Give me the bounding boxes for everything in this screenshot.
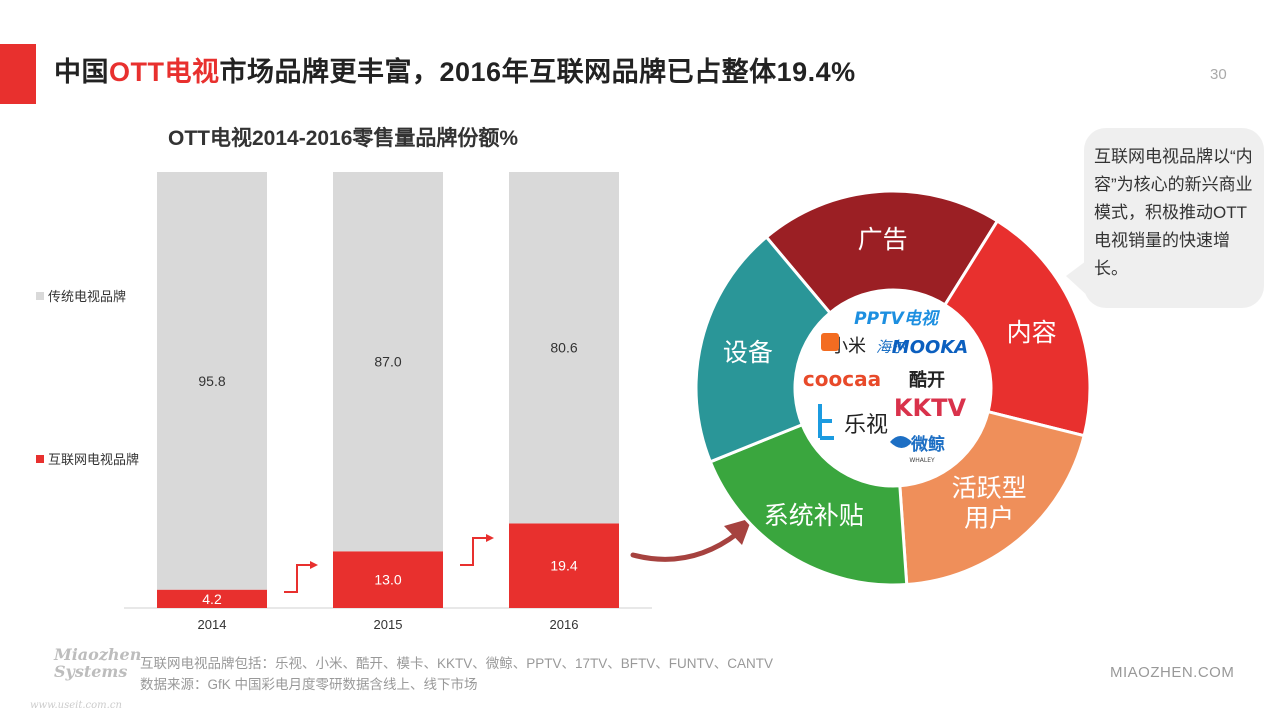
- legend-swatch-traditional: [36, 292, 44, 300]
- bar-chart: 4.2 95.8 2014 13.0 87.0 2015 19.4 80.6 2016: [124, 172, 652, 632]
- brand-logo-4: coocaa: [803, 367, 881, 391]
- bar-traditional-2016: [509, 172, 619, 524]
- brand-logo-2: 海尔: [876, 338, 908, 356]
- logo-line-1: Miaozhen: [54, 645, 142, 664]
- brand-logo-7: KKTV: [894, 394, 967, 422]
- page-title: 中国OTT电视市场品牌更丰富，2016年互联网品牌已占整体19.4%: [54, 50, 856, 89]
- x-tick-label-2014: 2014: [198, 617, 227, 632]
- brand-logo-5: 酷开: [909, 369, 945, 391]
- logo-url: www.useit.com.cn: [30, 700, 122, 711]
- data-label-internet-2016: 19.4: [550, 558, 577, 574]
- data-label-traditional-2014: 95.8: [198, 373, 225, 389]
- wheel-segment-4: [694, 234, 833, 464]
- chart-title: OTT电视2014-2016零售量品牌份额%: [168, 127, 519, 150]
- data-label-traditional-2015: 87.0: [374, 354, 401, 370]
- wheel-segment-1: [942, 218, 1092, 438]
- bar-traditional-2014: [157, 172, 267, 590]
- growth-arrow-1: [284, 561, 318, 593]
- bar-internet-2016: [509, 523, 619, 608]
- legend-label-internet: 互联网电视品牌: [48, 452, 140, 467]
- data-label-internet-2015: 13.0: [374, 572, 401, 588]
- x-tick-label-2015: 2015: [374, 617, 403, 632]
- wheel-segment-3: [708, 422, 909, 587]
- wheel-label-3-0: 系统补贴: [764, 501, 864, 530]
- letv-logo-mark: [818, 404, 834, 440]
- miaozhen-logo: Miaozhen Systems: [54, 645, 142, 681]
- whaley-logo-mark: [890, 436, 912, 448]
- brand-logo-9: WHALEY: [909, 457, 935, 464]
- wheel-label-4-0: 设备: [723, 338, 773, 367]
- legend-traditional: 传统电视品牌: [36, 286, 126, 305]
- wheel-segment-0: [764, 189, 1000, 316]
- wheel-center: [796, 291, 990, 485]
- wheel-label-2-0: 活跃型: [952, 474, 1027, 503]
- callout-bubble: [1084, 128, 1264, 308]
- data-label-internet-2014: 4.2: [202, 591, 222, 607]
- site-brand: MIAOZHEN.COM: [1110, 664, 1235, 681]
- brand-logo-6: 乐视: [844, 413, 888, 438]
- page-number: 30: [1210, 66, 1227, 83]
- x-tick-label-2016: 2016: [550, 617, 579, 632]
- wheel-label-2-1: 用户: [964, 504, 1014, 533]
- bar-internet-2015: [333, 551, 443, 608]
- wheel-label-0-0: 广告: [858, 225, 908, 254]
- data-label-traditional-2016: 80.6: [550, 340, 577, 356]
- legend-swatch-internet: [36, 455, 44, 463]
- title-prefix: 中国: [54, 57, 109, 87]
- legend-internet: 互联网电视品牌: [36, 449, 139, 468]
- brand-logo-3: MOOKA: [892, 337, 968, 358]
- footnote-source: 数据来源：GfK 中国彩电月度零研数据含线上、线下市场: [140, 677, 478, 692]
- wheel-label-1-0: 内容: [1007, 318, 1057, 347]
- growth-arrow-2: [460, 534, 494, 566]
- brand-logo-0: PPTV电视: [854, 309, 941, 329]
- wheel-segment-2: [898, 409, 1086, 587]
- flow-arrow: [630, 518, 752, 562]
- logo-line-2: Systems: [54, 662, 128, 681]
- brand-logo-8: 微鲸: [910, 434, 945, 455]
- mi-logo-mark: [821, 333, 839, 351]
- callout-text: 互联网电视品牌以“内容”为核心的新兴商业模式，积极推动OTT电视销量的快速增长。: [1094, 147, 1253, 278]
- bar-internet-2014: [157, 589, 267, 608]
- footnote-brands: 互联网电视品牌包括：乐视、小米、酷开、模卡、KKTV、微鲸、PPTV、17TV、…: [140, 656, 774, 671]
- legend-label-traditional: 传统电视品牌: [48, 289, 127, 304]
- title-suffix: 市场品牌更丰富，2016年互联网品牌已占整体19.4%: [219, 57, 856, 87]
- title-accent-bar: [0, 44, 36, 104]
- bar-traditional-2015: [333, 172, 443, 552]
- title-highlight: OTT电视: [109, 57, 220, 87]
